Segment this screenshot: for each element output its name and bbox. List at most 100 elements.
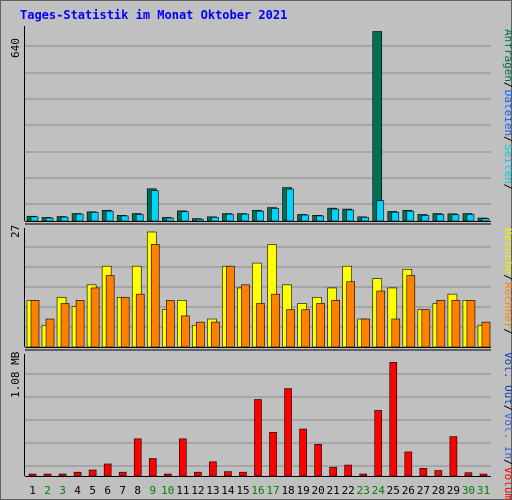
x-axis-label-day-30: 30 [462, 484, 475, 497]
bar-rechner-day-16 [256, 303, 265, 348]
bar-rechner-day-14 [226, 265, 235, 348]
bar-rechner-day-23 [361, 318, 371, 348]
bar-rechner-day-3 [60, 303, 70, 348]
bar-dateien-day-12 [196, 218, 204, 222]
bar-dateien-day-2 [45, 217, 54, 222]
bar-dateien-day-29 [451, 214, 460, 222]
bar-dateien-day-11 [181, 211, 189, 222]
x-axis-label-day-7: 7 [119, 484, 126, 497]
bar-rechner-day-1 [30, 300, 40, 348]
bar-rechner-day-19 [301, 309, 310, 348]
bar-volumen-day-15 [239, 471, 247, 477]
legend-label-besuche: Besuche [502, 228, 512, 274]
bar-rechner-day-2 [45, 318, 55, 348]
legend-label-vol-in: Vol. In [502, 413, 512, 459]
legend-separator: / [502, 328, 512, 335]
bar-dateien-day-10 [165, 217, 174, 222]
bar-dateien-day-4 [75, 213, 84, 222]
x-axis-label-day-16: 16 [251, 484, 264, 497]
bar-dateien-day-7 [120, 215, 129, 222]
legend-label-volumen: Volumen [502, 467, 512, 500]
bar-anfragen-day-24 [372, 31, 383, 222]
bar-rechner-day-26 [406, 275, 416, 348]
bar-rechner-day-21 [331, 300, 340, 348]
x-axis-label-day-3: 3 [59, 484, 66, 497]
bar-volumen-day-6 [103, 463, 112, 477]
legend-label-dateien: Dateien [502, 90, 512, 136]
x-axis-label-day-27: 27 [417, 484, 430, 497]
chart-title: Tages-Statistik im Monat Oktober 2021 [20, 8, 287, 22]
x-axis-label-day-23: 23 [357, 484, 370, 497]
bar-volumen-day-5 [88, 469, 97, 477]
bar-dateien-day-30 [466, 214, 475, 222]
bar-volumen-day-31 [479, 473, 488, 477]
x-axis-label-day-19: 19 [296, 484, 309, 497]
bar-volumen-day-20 [314, 444, 322, 477]
x-axis-label-day-10: 10 [161, 484, 174, 497]
bar-rechner-day-11 [181, 315, 190, 348]
bar-volumen-day-9 [148, 458, 157, 477]
x-axis-label-day-28: 28 [432, 484, 445, 497]
x-axis-label-day-17: 17 [266, 484, 279, 497]
bar-dateien-day-22 [346, 209, 354, 222]
bar-rechner-day-18 [286, 309, 295, 348]
bar-dateien-day-9 [150, 190, 159, 222]
bar-volumen-day-14 [224, 471, 232, 477]
x-axis-label-day-20: 20 [312, 484, 325, 497]
x-axis-label-day-4: 4 [74, 484, 81, 497]
bar-dateien-day-18 [286, 188, 294, 222]
bar-rechner-day-27 [421, 309, 431, 348]
bar-rechner-day-8 [135, 293, 145, 348]
bar-rechner-day-12 [196, 321, 205, 348]
bar-dateien-day-17 [271, 208, 279, 222]
bar-rechner-day-7 [120, 296, 130, 348]
bar-dateien-day-26 [406, 210, 415, 222]
x-axis-label-day-12: 12 [191, 484, 204, 497]
legend-separator: / [502, 405, 512, 412]
bar-rechner-day-28 [436, 300, 446, 348]
bar-volumen-day-29 [449, 436, 458, 477]
bar-rechner-day-20 [316, 303, 325, 348]
x-axis-label-day-2: 2 [44, 484, 51, 497]
bar-rechner-day-9 [150, 244, 160, 348]
middle-panel-ymax-label: 27 [9, 225, 22, 238]
bar-rechner-day-30 [466, 300, 476, 348]
bar-volumen-day-27 [419, 468, 428, 477]
bar-volumen-day-4 [73, 471, 82, 477]
bar-rechner-day-29 [451, 300, 461, 348]
legend-label-anfragen: Anfragen [502, 29, 512, 82]
x-axis-label-day-13: 13 [206, 484, 219, 497]
bar-dateien-day-25 [391, 212, 400, 222]
bottom-panel-ymax-label: 1.08 MB [9, 351, 22, 398]
bar-dateien-day-8 [135, 214, 144, 222]
bar-volumen-day-19 [299, 428, 307, 477]
legend-label-rechner: Rechner [502, 282, 512, 329]
bar-dateien-day-28 [436, 214, 445, 222]
bar-volumen-day-21 [329, 466, 337, 477]
bar-volumen-day-1 [28, 473, 37, 477]
x-axis-label-day-1: 1 [29, 484, 36, 497]
x-axis-label-day-15: 15 [236, 484, 249, 497]
legend-separator: / [502, 82, 512, 89]
bar-rechner-day-13 [211, 321, 220, 348]
bar-dateien-day-23 [361, 217, 370, 222]
legend-separator: / [502, 274, 512, 281]
x-axis-label-day-26: 26 [402, 484, 415, 497]
top-panel-ymax-label: 640 [9, 38, 22, 58]
bar-volumen-day-13 [209, 461, 217, 477]
bar-volumen-day-28 [434, 470, 443, 477]
x-axis-label-day-8: 8 [134, 484, 141, 497]
bar-rechner-day-24 [376, 290, 386, 348]
x-axis-label-day-14: 14 [221, 484, 235, 497]
x-axis-label-day-6: 6 [104, 484, 111, 497]
legend-label-vol-out: Vol. Out [502, 352, 512, 405]
bar-dateien-day-13 [211, 217, 219, 222]
x-axis-label-day-25: 25 [387, 484, 400, 497]
bar-volumen-day-2 [43, 473, 52, 477]
bar-dateien-day-31 [481, 218, 490, 222]
x-axis-label-day-21: 21 [327, 484, 340, 497]
bar-rechner-day-10 [165, 300, 175, 348]
x-axis-label-day-18: 18 [281, 484, 294, 497]
bar-dateien-day-16 [256, 210, 264, 222]
